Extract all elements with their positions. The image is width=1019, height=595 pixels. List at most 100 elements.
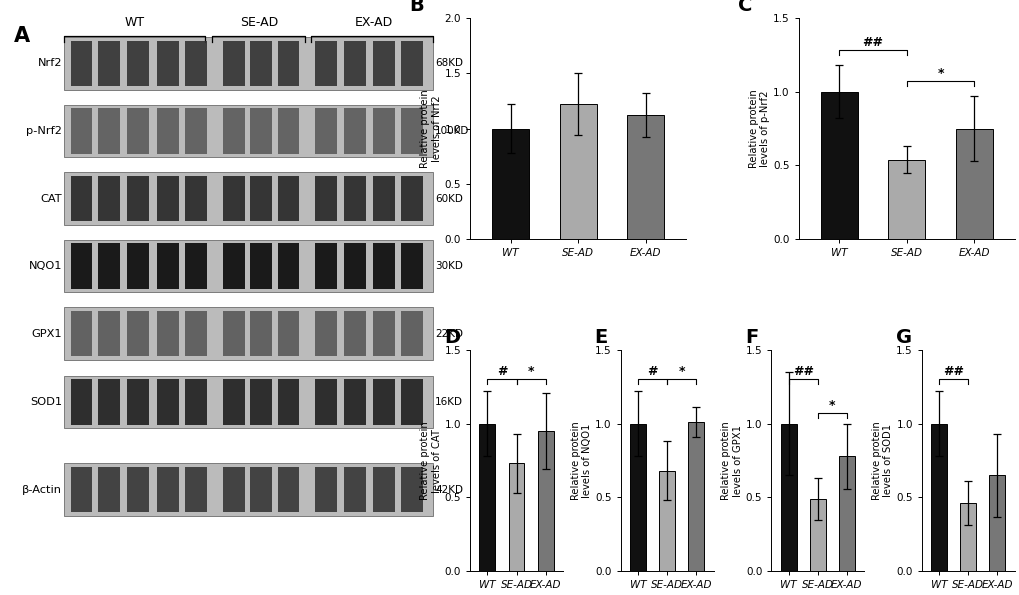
Bar (185, 467, 207, 512)
Bar (400, 108, 422, 154)
Bar (315, 467, 337, 512)
Text: Nrf2: Nrf2 (38, 58, 62, 68)
Bar (315, 108, 337, 154)
Bar (930, 424, 947, 571)
Text: C: C (738, 0, 752, 15)
Bar (64, 376, 432, 428)
Text: CAT: CAT (41, 193, 62, 203)
Bar (70, 380, 93, 425)
Bar (223, 41, 245, 86)
Bar (688, 422, 703, 571)
Text: E: E (594, 328, 607, 347)
Bar (315, 311, 337, 356)
Text: *: * (527, 365, 534, 378)
Bar (559, 104, 596, 239)
Bar (157, 380, 178, 425)
Bar (223, 108, 245, 154)
Bar (70, 108, 93, 154)
Bar (98, 311, 119, 356)
Bar (372, 108, 394, 154)
Bar (64, 307, 432, 360)
Text: A: A (14, 26, 31, 46)
Text: ##: ## (943, 365, 963, 378)
Bar (780, 424, 796, 571)
Y-axis label: Relative protein
levels of NQO1: Relative protein levels of NQO1 (570, 421, 592, 500)
Bar (185, 243, 207, 289)
Bar (508, 464, 524, 571)
Bar (277, 176, 300, 221)
Bar (98, 243, 119, 289)
Bar (400, 176, 422, 221)
Bar (400, 311, 422, 356)
Bar (98, 176, 119, 221)
Text: *: * (828, 399, 835, 412)
Text: 60KD: 60KD (434, 193, 463, 203)
Bar (277, 108, 300, 154)
Bar (98, 380, 119, 425)
Bar (223, 176, 245, 221)
Bar (277, 467, 300, 512)
Bar (64, 464, 432, 516)
Bar (988, 475, 1005, 571)
Text: #: # (496, 365, 506, 378)
Bar (185, 41, 207, 86)
Text: β-Actin: β-Actin (22, 484, 62, 494)
Bar (64, 240, 432, 292)
Bar (400, 467, 422, 512)
Bar (98, 108, 119, 154)
Bar (70, 41, 93, 86)
Text: 42KD: 42KD (434, 484, 463, 494)
Bar (250, 311, 272, 356)
Bar (185, 380, 207, 425)
Bar (888, 159, 924, 239)
Bar (127, 243, 149, 289)
Bar (372, 41, 394, 86)
Text: WT: WT (124, 16, 145, 29)
Bar (960, 503, 975, 571)
Text: 22KD: 22KD (434, 328, 463, 339)
Text: NQO1: NQO1 (29, 261, 62, 271)
Bar (537, 431, 553, 571)
Bar (315, 176, 337, 221)
Text: 16KD: 16KD (434, 397, 463, 407)
Bar (223, 380, 245, 425)
Bar (372, 380, 394, 425)
Bar (98, 41, 119, 86)
Bar (344, 467, 366, 512)
Text: *: * (936, 67, 943, 80)
Bar (344, 176, 366, 221)
Bar (157, 108, 178, 154)
Bar (344, 380, 366, 425)
Bar (250, 380, 272, 425)
Text: #: # (647, 365, 657, 378)
Bar (277, 380, 300, 425)
Text: D: D (443, 328, 460, 347)
Bar (250, 243, 272, 289)
Bar (838, 456, 854, 571)
Bar (64, 172, 432, 225)
Bar (157, 176, 178, 221)
Bar (491, 129, 529, 239)
Bar (223, 243, 245, 289)
Bar (185, 108, 207, 154)
Y-axis label: Relative protein
levels of p-Nrf2: Relative protein levels of p-Nrf2 (748, 89, 769, 168)
Bar (344, 311, 366, 356)
Bar (127, 108, 149, 154)
Bar (344, 41, 366, 86)
Y-axis label: Relative protein
levels of CAT: Relative protein levels of CAT (420, 421, 441, 500)
Text: B: B (409, 0, 424, 15)
Bar (157, 243, 178, 289)
Text: *: * (678, 365, 684, 378)
Bar (315, 243, 337, 289)
Text: 30KD: 30KD (434, 261, 463, 271)
Bar (809, 499, 825, 571)
Text: 68KD: 68KD (434, 58, 463, 68)
Bar (372, 176, 394, 221)
Bar (277, 243, 300, 289)
Bar (185, 176, 207, 221)
Bar (315, 380, 337, 425)
Bar (955, 129, 991, 239)
Text: p-Nrf2: p-Nrf2 (26, 126, 62, 136)
Bar (127, 41, 149, 86)
Text: ##: ## (792, 365, 813, 378)
